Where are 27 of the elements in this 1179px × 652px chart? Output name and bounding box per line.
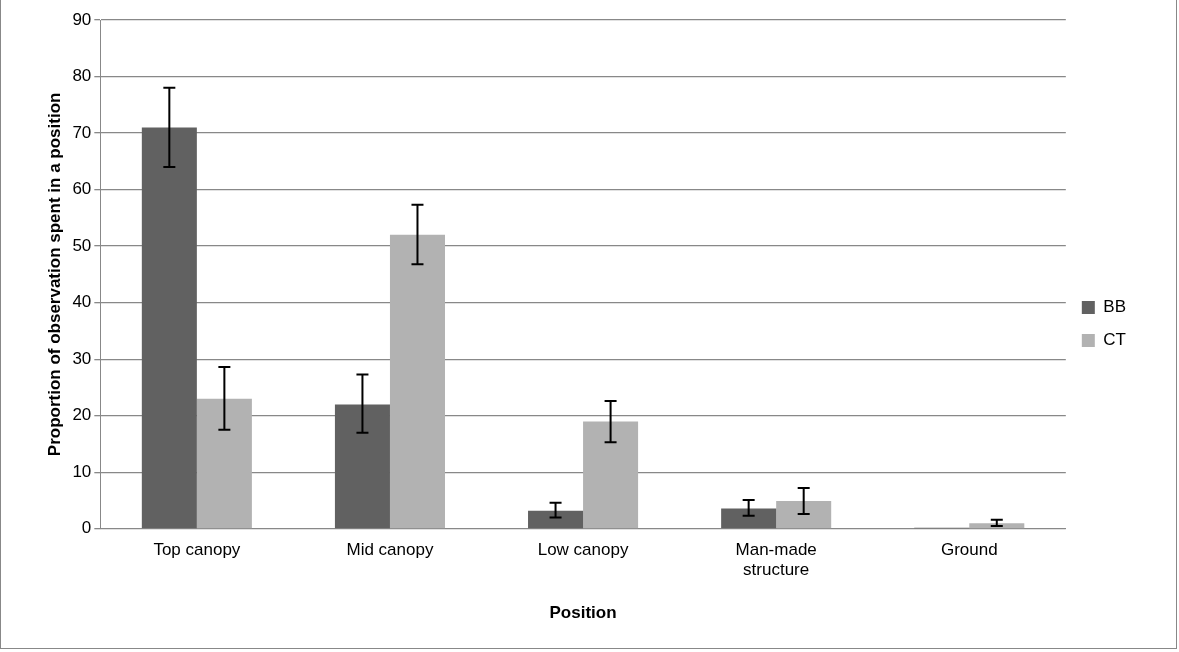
y-tick-label: 90 [72, 9, 92, 29]
bar [334, 404, 390, 529]
x-tick-label: Man-made structure [735, 539, 817, 580]
y-tick-label: 50 [72, 235, 92, 255]
bar [196, 398, 252, 529]
x-axis-title: Position [549, 603, 617, 623]
bar [583, 421, 639, 529]
bar [528, 510, 584, 529]
bar [721, 508, 777, 529]
bar [141, 127, 197, 529]
x-tick-label: Mid canopy [346, 539, 434, 559]
y-axis-title: Proportion of observation spent in a position [44, 92, 64, 457]
legend-label: BB [1103, 297, 1127, 317]
x-tick-label: Top canopy [153, 539, 241, 559]
bar [389, 234, 445, 529]
y-tick-label: 40 [72, 292, 92, 312]
y-tick-label: 80 [72, 66, 92, 86]
y-tick-label: 0 [81, 518, 92, 538]
y-tick-label: 20 [72, 405, 92, 425]
x-tick-label: Low canopy [537, 539, 629, 559]
y-tick-label: 30 [72, 348, 92, 368]
legend-label: CT [1103, 330, 1126, 350]
x-tick-label: Ground [940, 539, 998, 559]
y-tick-label: 10 [72, 461, 92, 481]
y-tick-label: 60 [72, 179, 92, 199]
y-tick-label: 70 [72, 122, 92, 142]
bar [776, 501, 832, 529]
